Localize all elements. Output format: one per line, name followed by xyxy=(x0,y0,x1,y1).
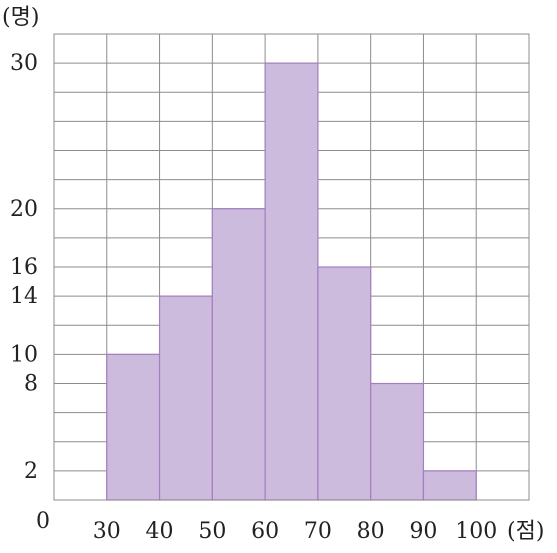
histogram-bar xyxy=(158,295,213,501)
y-tick-label: 14 xyxy=(10,284,38,309)
x-tick-label: 100 xyxy=(455,519,497,544)
y-tick-label: 8 xyxy=(24,372,38,397)
origin-label: 0 xyxy=(36,509,50,534)
y-tick-labels: 2 8 10 14 16 20 30 xyxy=(10,51,38,484)
y-tick-label: 20 xyxy=(10,197,38,222)
histogram-bar xyxy=(370,382,425,501)
x-tick-labels: 30 40 50 60 70 80 90 100 xyxy=(93,519,497,544)
histogram-bar xyxy=(106,353,161,501)
x-axis-unit: (점) xyxy=(507,519,544,544)
y-tick-label: 10 xyxy=(10,342,38,367)
y-axis-unit: (명) xyxy=(2,5,39,30)
x-tick-label: 60 xyxy=(251,519,279,544)
y-tick-label: 30 xyxy=(10,51,38,76)
x-tick-label: 50 xyxy=(198,519,226,544)
bars xyxy=(106,62,477,501)
histogram-bar xyxy=(264,62,319,501)
histogram-bar xyxy=(422,470,477,501)
histogram-bar xyxy=(211,208,266,501)
plot-border xyxy=(53,33,530,501)
y-tick-label: 2 xyxy=(24,459,38,484)
histogram-bar xyxy=(317,266,372,501)
x-tick-label: 40 xyxy=(146,519,174,544)
plot-frame xyxy=(53,33,530,501)
y-tick-label: 16 xyxy=(10,255,38,280)
x-tick-label: 90 xyxy=(409,519,437,544)
x-tick-label: 80 xyxy=(357,519,385,544)
x-tick-label: 70 xyxy=(304,519,332,544)
x-tick-label: 30 xyxy=(93,519,121,544)
